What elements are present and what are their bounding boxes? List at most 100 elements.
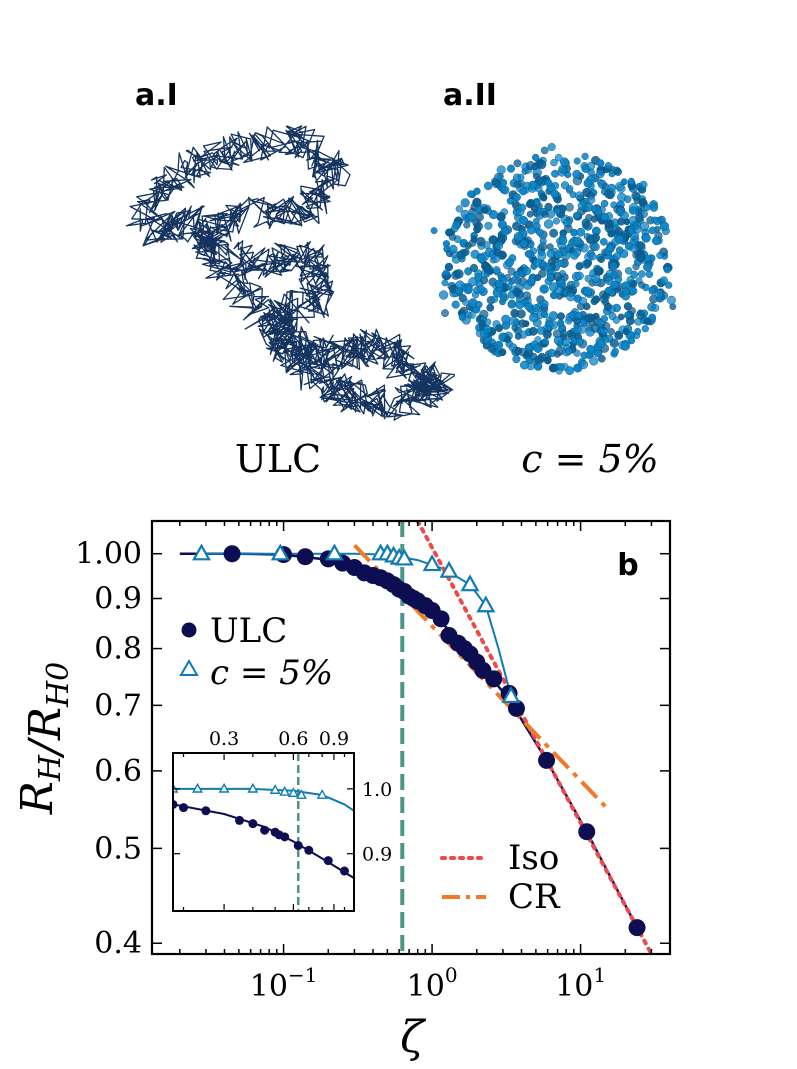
panel-b-label: b [617,548,638,583]
legend-cr-label: CR [508,877,561,917]
c5-point [439,560,459,578]
c5-bead [491,295,499,303]
c5-bead [541,210,549,218]
c5-bead [532,303,540,312]
c5-bead [514,347,523,356]
y-tick-label: 0.7 [94,688,142,723]
inset-ulc-point [293,841,303,851]
c5-bead [486,303,495,312]
c5-bead [596,339,606,348]
inset-ulc-point [201,806,211,816]
inset-ulc-point [304,845,314,855]
ulc-point [628,919,646,937]
inset-c5-point [247,782,259,793]
c5-bead [518,319,527,328]
c5-bead [636,241,646,250]
c5-bead [583,259,592,268]
c5-bead [573,157,581,165]
c5-bead [628,215,638,225]
c5-bead [587,195,596,204]
c5-bead [641,325,649,333]
c5-bead [578,296,588,306]
c5-bead [573,211,581,220]
c5-bead [439,290,449,300]
c5-bead [526,210,534,218]
c5-bead [590,323,600,333]
c5-bead [591,205,599,213]
c5-bead [493,248,502,257]
c5-bead [667,295,676,305]
c5-point [394,548,414,566]
x-tick-label: 100 [407,963,458,1004]
c5-bead [554,250,563,259]
c5-bead [517,173,525,181]
c5-bead [624,311,632,319]
c5-bead [553,271,563,282]
c5-bead [515,295,523,303]
c5-bead [630,270,639,279]
c5-bead [535,228,544,237]
c5-bead [600,212,609,222]
c5-bead [484,318,492,326]
c5-bead [535,176,544,185]
c5-bead [597,255,605,264]
c5-bead [519,216,528,225]
c5-bead [537,159,547,170]
c5-bead [477,253,487,264]
c5-bead [460,198,470,208]
c5-bead [625,267,633,275]
c5-bead [648,226,657,235]
c5-bead [501,314,511,324]
c5-bead [659,221,670,231]
c5-bead [467,213,476,222]
c5-bead [582,286,593,296]
c5-bead [566,329,574,338]
c5-point [422,554,442,572]
c5-bead [491,178,501,188]
c5-bead [514,332,522,340]
ulc-point [432,610,450,628]
c5-bead [519,187,528,196]
c5-bead [604,286,613,295]
c5-bead [533,222,541,230]
c5-bead [651,216,658,224]
c5-bead [612,316,621,324]
c5-bead [529,312,539,323]
c5-bead [573,317,581,326]
c5-bead [560,329,568,337]
c5-bead [616,184,626,193]
c5-bead [535,184,543,193]
c5-bead [627,177,635,185]
c5-bead [592,295,601,304]
c5-bead [475,301,483,309]
c5-bead [611,347,619,355]
c5-bead [626,276,634,284]
c5-bead [500,185,510,195]
c5-bead [540,310,549,319]
c5-bead [611,280,620,289]
c5-bead [659,276,668,285]
c5-bead [520,360,529,370]
c5-bead [522,280,533,290]
c5-bead [543,219,554,229]
c5-bead [513,159,522,168]
y-tick-label: 0.8 [94,632,142,667]
c5-bead [541,338,549,346]
c5-bead [665,281,673,289]
ulc-point [296,548,314,566]
x-axis-title: ζ [400,1012,427,1063]
c5-bead [645,270,654,278]
c5-bead [507,299,516,308]
c5-bead [623,195,632,203]
c5-bead [472,197,482,208]
c5-bead [473,225,481,234]
inset-ulc-point [179,803,189,813]
c5-bead [553,350,561,358]
c5-bead [649,203,659,212]
x-tick-label: 101 [555,963,606,1004]
c5-point [270,543,290,561]
c5-bead [605,269,614,278]
c5-bead [607,229,616,238]
inset-ulc-point [323,856,333,866]
